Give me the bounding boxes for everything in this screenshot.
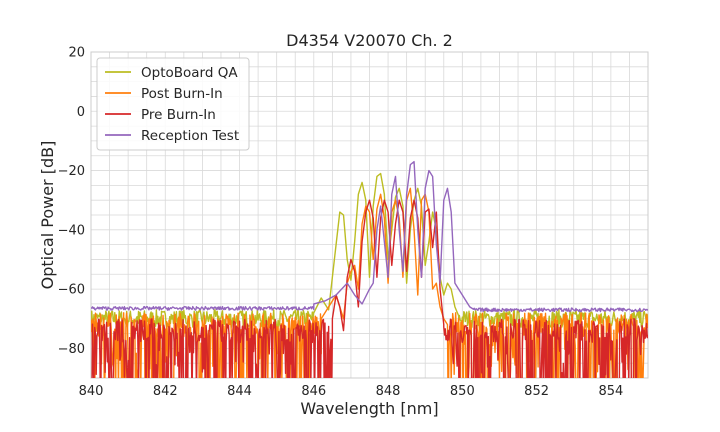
y-tick-label: 0 xyxy=(77,105,85,120)
x-tick-label: 844 xyxy=(227,384,252,399)
plot-frame xyxy=(90,51,649,379)
ticks: 840 842 844 846 848 850 852 854 20 0 −20 −40 −60 −80 xyxy=(58,46,624,400)
chart-title: D4354 V20070 Ch. 2 xyxy=(286,31,453,50)
y-tick-label: −20 xyxy=(58,164,85,179)
legend-box xyxy=(96,57,250,151)
x-tick-label: 840 xyxy=(79,384,104,399)
legend-label: Post Burn-In xyxy=(141,86,223,102)
x-tick-label: 850 xyxy=(450,384,475,399)
y-axis-label: Optical Power [dB] xyxy=(38,141,57,290)
y-tick-label: 20 xyxy=(68,46,85,61)
x-tick-label: 846 xyxy=(301,384,326,399)
series-line-reception-test xyxy=(91,160,648,313)
legend: OptoBoard QA Post Burn-In Pre Burn-In Recep… xyxy=(96,57,250,151)
x-tick-label: 854 xyxy=(598,384,623,399)
legend-label: Reception Test xyxy=(141,128,239,144)
series-line-pre-burn-in xyxy=(91,199,648,378)
legend-label: Pre Burn-In xyxy=(141,107,216,123)
y-tick-label: −40 xyxy=(58,223,85,238)
x-axis-label: Wavelength [nm] xyxy=(300,399,438,418)
x-tick-label: 848 xyxy=(376,384,401,399)
x-tick-label: 852 xyxy=(524,384,549,399)
x-tick-label: 842 xyxy=(153,384,178,399)
y-tick-label: −60 xyxy=(58,283,85,298)
y-tick-label: −80 xyxy=(58,342,85,357)
series-line-post-burn-in xyxy=(91,187,648,378)
series-line-optoboard-qa xyxy=(91,172,648,329)
legend-label: OptoBoard QA xyxy=(141,65,238,81)
series-layer xyxy=(91,160,648,378)
